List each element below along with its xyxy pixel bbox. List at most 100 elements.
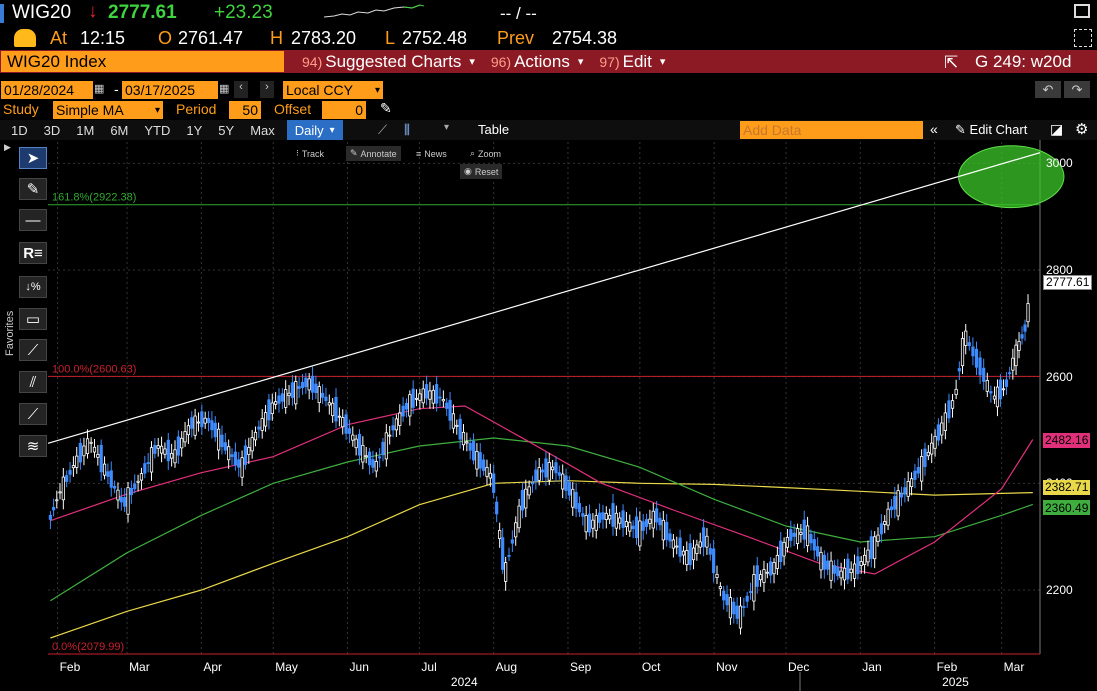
tab-6m[interactable]: 6M xyxy=(110,122,129,138)
rectangle-icon[interactable]: ▭ xyxy=(19,308,47,330)
candle-body xyxy=(628,521,632,532)
horizontal-line-icon[interactable]: — xyxy=(19,209,47,231)
percent-change-icon[interactable]: ↓% xyxy=(19,276,47,298)
target-ellipse xyxy=(958,145,1065,209)
candle-body xyxy=(712,548,716,574)
price-chart[interactable]: 161.8%(2922.38) 100.0%(2600.63) 0.0%(2079.… xyxy=(0,140,1097,691)
gear-icon[interactable]: ⚙ xyxy=(1075,121,1089,138)
caret-down-icon[interactable]: ▾ xyxy=(444,122,450,133)
pencil-icon[interactable]: ✎ xyxy=(380,100,392,116)
candle-body xyxy=(604,512,608,521)
retracement-icon[interactable]: R≡ xyxy=(19,242,47,264)
edit-chart-label: Edit Chart xyxy=(969,122,1028,137)
table-button[interactable]: Table xyxy=(478,122,510,137)
security-input[interactable]: WIG20 Index xyxy=(1,51,284,72)
draw-tool-icon[interactable]: ✎ xyxy=(19,178,47,200)
tab-5y[interactable]: 5Y xyxy=(218,122,235,138)
candle-body xyxy=(675,545,679,548)
calendar-icon[interactable]: ▦ xyxy=(94,83,105,95)
line-chart-icon[interactable]: ⟋ xyxy=(378,122,388,137)
menu-suggested-charts[interactable]: 94) Suggested Charts ▾ xyxy=(294,50,483,73)
undo-icon[interactable]: ↶ xyxy=(1035,81,1061,98)
redo-icon[interactable]: ↷ xyxy=(1064,81,1090,98)
high-value: 2783.20 xyxy=(291,28,357,48)
tab-max[interactable]: Max xyxy=(250,122,275,138)
y-tick-label: 2600 xyxy=(1046,369,1073,384)
study-value: Simple MA xyxy=(56,102,124,118)
trendline-icon[interactable]: ⟋ xyxy=(19,339,47,361)
candle-body xyxy=(240,457,244,478)
candle-body xyxy=(849,568,853,573)
candle-body xyxy=(688,543,692,565)
candle-body xyxy=(601,512,605,520)
reset-button[interactable]: ◉ Reset xyxy=(460,164,503,179)
tab-ytd[interactable]: YTD xyxy=(144,122,171,138)
candle-body xyxy=(852,563,857,579)
candle-body xyxy=(621,510,625,529)
calendar-icon[interactable]: ▦ xyxy=(219,83,230,95)
candle-body xyxy=(1001,388,1006,391)
candle-body xyxy=(270,402,274,415)
news-button[interactable]: ≡ News xyxy=(412,146,451,161)
study-select[interactable]: Simple MA ▾ xyxy=(53,101,163,119)
pointer-tool-icon[interactable]: ➤ xyxy=(19,147,47,169)
zoom-button[interactable]: ⌕ Zoom xyxy=(466,146,505,161)
tab-3d[interactable]: 3D xyxy=(43,122,61,138)
period-input[interactable]: 50 xyxy=(229,101,261,119)
candle-body xyxy=(451,413,456,429)
candle-chart-icon[interactable]: ⫼ xyxy=(404,122,410,137)
collapse-icon[interactable]: « xyxy=(930,121,938,137)
study-controls: Study Simple MA ▾ Period 50 Offset 0 ✎ xyxy=(0,100,1097,120)
favorites-tab[interactable]: ▶ Favorites xyxy=(0,140,17,470)
candle-body xyxy=(998,379,1003,400)
fan-icon[interactable]: ≋ xyxy=(19,435,47,457)
offset-input[interactable]: 0 xyxy=(322,101,366,119)
candle-body xyxy=(85,438,90,454)
channel-icon[interactable]: ⫽ xyxy=(19,371,47,393)
select-region-icon[interactable] xyxy=(1074,29,1092,47)
tab-1y[interactable]: 1Y xyxy=(186,122,203,138)
x-tick-label: Sep xyxy=(569,660,592,674)
add-data-input[interactable]: Add Data xyxy=(740,121,923,139)
frequency-select[interactable]: Daily ▾ xyxy=(286,120,343,140)
annotate-button[interactable]: ✎ Annotate xyxy=(346,146,401,161)
candle-body xyxy=(166,439,170,462)
end-date-input[interactable]: 03/17/2025 xyxy=(122,81,218,99)
candle-body xyxy=(624,521,629,528)
x-tick-label: Mar xyxy=(129,660,150,674)
net-change: +23.23 xyxy=(214,2,273,23)
menu-actions[interactable]: 96) Actions ▾ xyxy=(483,50,592,73)
window-icon[interactable] xyxy=(1074,4,1090,18)
period-tabs: 1D 3D 1M 6M YTD 1Y 5Y Max Daily ▾ ⟋ ⫼ ▾ … xyxy=(0,120,1097,140)
x-tick-label: May xyxy=(275,660,298,674)
candle-body xyxy=(658,517,662,526)
ticker-symbol[interactable]: WIG20 xyxy=(12,2,72,23)
candle-body xyxy=(957,368,961,372)
chart-settings-icon[interactable]: ◪ xyxy=(1050,121,1064,137)
candle-body xyxy=(263,412,268,427)
candle-body xyxy=(544,458,548,478)
candle-body xyxy=(501,537,505,570)
tab-1d[interactable]: 1D xyxy=(11,122,28,138)
candle-body xyxy=(698,541,702,548)
track-button[interactable]: ⁝ Track xyxy=(292,146,328,161)
candle-body xyxy=(284,389,288,408)
prev-range-icon[interactable]: ‹ xyxy=(234,81,248,98)
segment-icon[interactable]: ⟋ xyxy=(19,403,47,425)
candle-body xyxy=(274,401,278,405)
prev-value: 2754.38 xyxy=(552,28,618,48)
edit-chart-button[interactable]: ✎ Edit Chart xyxy=(955,122,1027,138)
tab-1m[interactable]: 1M xyxy=(76,122,95,138)
candle-body xyxy=(210,420,214,431)
candle-body xyxy=(414,397,419,400)
currency-select[interactable]: Local CCY ▾ xyxy=(283,81,383,99)
menu-edit[interactable]: 97) Edit ▾ xyxy=(591,50,673,73)
start-date-input[interactable]: 01/28/2024 xyxy=(1,81,93,99)
candle-body xyxy=(324,396,328,402)
next-range-icon[interactable]: › xyxy=(260,81,274,98)
candle-body xyxy=(408,394,412,417)
export-icon[interactable]: ⇱ xyxy=(944,53,959,72)
candle-body xyxy=(173,449,177,464)
candle-body xyxy=(65,475,69,482)
candle-body xyxy=(873,536,877,560)
